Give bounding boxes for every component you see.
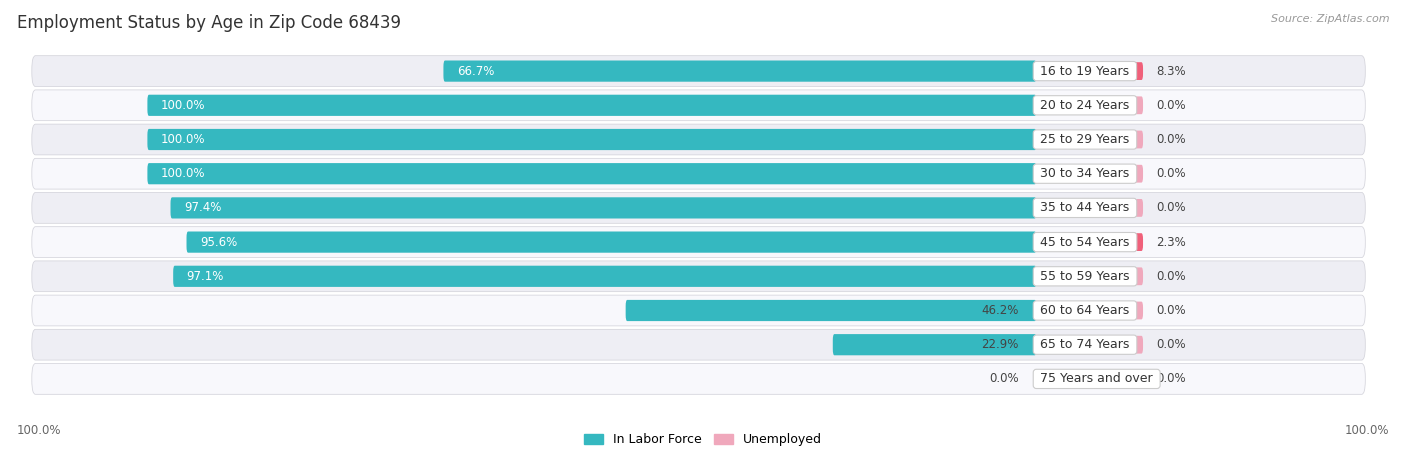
FancyBboxPatch shape [32,227,1365,257]
FancyBboxPatch shape [32,295,1365,326]
FancyBboxPatch shape [32,90,1365,121]
Text: Source: ZipAtlas.com: Source: ZipAtlas.com [1271,14,1389,23]
Text: 30 to 34 Years: 30 to 34 Years [1036,167,1133,180]
FancyBboxPatch shape [1036,96,1143,114]
Text: 0.0%: 0.0% [1156,133,1187,146]
Text: 25 to 29 Years: 25 to 29 Years [1036,133,1133,146]
Text: 0.0%: 0.0% [988,373,1018,385]
Text: 22.9%: 22.9% [981,338,1018,351]
Text: Employment Status by Age in Zip Code 68439: Employment Status by Age in Zip Code 684… [17,14,401,32]
Text: 100.0%: 100.0% [17,423,62,436]
Text: 100.0%: 100.0% [1344,423,1389,436]
Text: 45 to 54 Years: 45 to 54 Years [1036,236,1133,248]
FancyBboxPatch shape [148,163,1036,184]
Text: 35 to 44 Years: 35 to 44 Years [1036,202,1133,214]
Text: 46.2%: 46.2% [981,304,1018,317]
FancyBboxPatch shape [187,231,1036,253]
Text: 2.3%: 2.3% [1156,236,1187,248]
FancyBboxPatch shape [1036,370,1143,388]
Text: 0.0%: 0.0% [1156,373,1187,385]
FancyBboxPatch shape [32,193,1365,223]
FancyBboxPatch shape [1036,302,1143,319]
Text: 97.1%: 97.1% [187,270,224,283]
Text: 0.0%: 0.0% [1156,270,1187,283]
Text: 20 to 24 Years: 20 to 24 Years [1036,99,1133,112]
Text: 0.0%: 0.0% [1156,304,1187,317]
FancyBboxPatch shape [1036,62,1143,80]
FancyBboxPatch shape [148,94,1036,116]
Text: 0.0%: 0.0% [1156,99,1187,112]
FancyBboxPatch shape [1036,165,1143,183]
Text: 75 Years and over: 75 Years and over [1036,373,1157,385]
FancyBboxPatch shape [32,124,1365,155]
Text: 60 to 64 Years: 60 to 64 Years [1036,304,1133,317]
Legend: In Labor Force, Unemployed: In Labor Force, Unemployed [579,428,827,450]
Text: 95.6%: 95.6% [200,236,238,248]
Text: 0.0%: 0.0% [1156,167,1187,180]
Text: 66.7%: 66.7% [457,65,494,77]
Text: 100.0%: 100.0% [160,99,205,112]
Text: 100.0%: 100.0% [160,167,205,180]
FancyBboxPatch shape [626,300,1036,321]
FancyBboxPatch shape [1036,267,1143,285]
Text: 100.0%: 100.0% [160,133,205,146]
Text: 8.3%: 8.3% [1156,65,1187,77]
Text: 0.0%: 0.0% [1156,202,1187,214]
Text: 0.0%: 0.0% [1156,338,1187,351]
FancyBboxPatch shape [148,129,1036,150]
FancyBboxPatch shape [832,334,1036,356]
FancyBboxPatch shape [173,266,1036,287]
FancyBboxPatch shape [1036,199,1143,217]
FancyBboxPatch shape [32,329,1365,360]
Text: 55 to 59 Years: 55 to 59 Years [1036,270,1133,283]
Text: 97.4%: 97.4% [184,202,221,214]
Text: 16 to 19 Years: 16 to 19 Years [1036,65,1133,77]
FancyBboxPatch shape [32,364,1365,394]
FancyBboxPatch shape [170,197,1036,219]
FancyBboxPatch shape [1036,336,1143,354]
FancyBboxPatch shape [1036,233,1143,251]
FancyBboxPatch shape [32,56,1365,86]
FancyBboxPatch shape [1036,130,1143,148]
FancyBboxPatch shape [32,158,1365,189]
Text: 65 to 74 Years: 65 to 74 Years [1036,338,1133,351]
FancyBboxPatch shape [443,60,1036,82]
FancyBboxPatch shape [32,261,1365,292]
